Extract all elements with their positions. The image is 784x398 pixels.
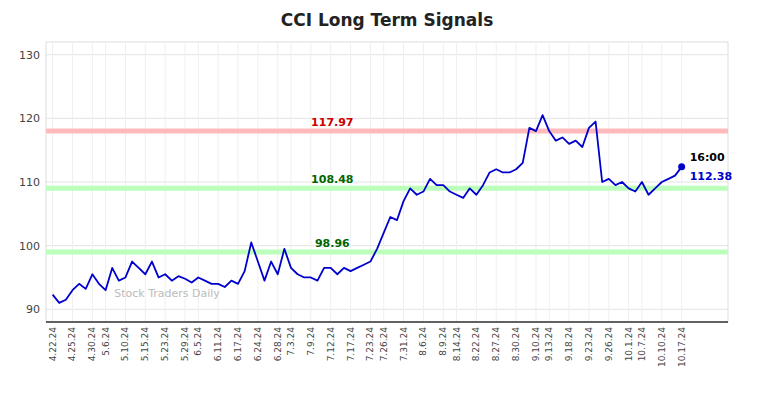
- x-grid-line: [681, 42, 682, 322]
- y-grid-line: [46, 309, 728, 310]
- x-grid-line: [443, 42, 444, 322]
- x-grid-line: [569, 42, 570, 322]
- x-tick-label: 6.11.24: [213, 327, 223, 362]
- x-grid-line: [403, 42, 404, 322]
- x-grid-line: [238, 42, 239, 322]
- x-tick-label: 8.22.24: [471, 327, 481, 362]
- x-tick-label: 6.28.24: [273, 327, 283, 362]
- x-tick-label: 10.17.24: [677, 327, 687, 367]
- x-tick-label: 8.6.24: [418, 327, 428, 356]
- y-tick-label: 90: [26, 303, 40, 316]
- y-grid-line: [46, 182, 728, 183]
- cci-line: [53, 115, 682, 303]
- x-grid-line: [535, 42, 536, 322]
- watermark: Stock Traders Daily: [114, 287, 220, 300]
- x-tick-label: 7.17.24: [346, 327, 356, 362]
- x-grid-line: [370, 42, 371, 322]
- reference-label: 108.48: [311, 173, 353, 186]
- x-tick-label: 6.17.24: [233, 327, 243, 362]
- plot-frame: [46, 42, 728, 322]
- x-tick-label: 10.10.24: [657, 327, 667, 367]
- y-tick-label: 120: [19, 112, 40, 125]
- x-grid-line: [383, 42, 384, 322]
- x-grid-line: [549, 42, 550, 322]
- x-tick-label: 7.23.24: [365, 327, 375, 362]
- plot-area: [46, 115, 728, 303]
- x-tick-label: 5.15.24: [140, 327, 150, 362]
- x-grid-line: [456, 42, 457, 322]
- x-grid-line: [476, 42, 477, 322]
- x-tick-label: 4.22.24: [48, 327, 58, 362]
- x-tick-label: 8.9.24: [438, 327, 448, 356]
- x-tick-label: 9.26.24: [604, 327, 614, 362]
- x-tick-label: 6.5.24: [193, 327, 203, 356]
- x-tick-label: 9.18.24: [564, 327, 574, 362]
- x-tick-label: 9.13.24: [544, 327, 554, 362]
- title: CCI Long Term Signals: [281, 10, 494, 30]
- x-tick-label: 5.6.24: [101, 327, 111, 356]
- chart: CCI Long Term Signals 90 100 110 120 130 4.22.…: [0, 0, 784, 398]
- x-tick-label: 7.31.24: [399, 327, 409, 362]
- x-grid-line: [588, 42, 589, 322]
- x-tick-label: 8.30.24: [511, 327, 521, 362]
- end-time-label: 16:00: [690, 151, 725, 164]
- x-tick-label: 4.30.24: [87, 327, 97, 362]
- x-grid-line: [105, 42, 106, 322]
- x-grid-line: [628, 42, 629, 322]
- x-grid-line: [608, 42, 609, 322]
- x-tick-label: 7.26.24: [379, 327, 389, 362]
- y-tick-label: 130: [19, 49, 40, 62]
- x-grid-line: [496, 42, 497, 322]
- y-grid-line: [46, 118, 728, 119]
- x-tick-label: 7.12.24: [326, 327, 336, 362]
- x-tick-label: 5.23.24: [160, 327, 170, 362]
- x-grid-line: [218, 42, 219, 322]
- reference-line: [46, 129, 728, 134]
- x-grid-line: [185, 42, 186, 322]
- x-tick-label: 8.27.24: [491, 327, 501, 362]
- x-grid-line: [125, 42, 126, 322]
- y-grid-line: [46, 54, 728, 55]
- x-grid-line: [72, 42, 73, 322]
- x-grid-line: [145, 42, 146, 322]
- x-tick-label: 5.10.24: [120, 327, 130, 362]
- end-value-label: 112.38: [690, 170, 732, 183]
- x-grid-line: [165, 42, 166, 322]
- x-grid-line: [92, 42, 93, 322]
- x-grid-line: [423, 42, 424, 322]
- x-tick-label: 9.10.24: [531, 327, 541, 362]
- x-axis-line: [46, 321, 728, 323]
- x-grid-line: [198, 42, 199, 322]
- x-tick-label: 7.3.24: [286, 327, 296, 356]
- x-tick-label: 4.25.24: [67, 327, 77, 362]
- reference-label: 117.97: [311, 116, 353, 129]
- end-point: [678, 163, 685, 170]
- reference-label: 98.96: [315, 237, 350, 250]
- x-grid-line: [516, 42, 517, 322]
- x-tick-label: 10.1.24: [624, 327, 634, 362]
- x-tick-label: 8.14.24: [452, 327, 462, 362]
- x-tick-label: 5.29.24: [180, 327, 190, 362]
- x-grid-line: [277, 42, 278, 322]
- x-grid-line: [290, 42, 291, 322]
- y-tick-label: 100: [19, 240, 40, 253]
- y-grid-line: [46, 245, 728, 246]
- x-tick-label: 6.24.24: [253, 327, 263, 362]
- reference-line: [46, 250, 728, 255]
- y-tick-label: 110: [19, 176, 40, 189]
- x-tick-label: 7.9.24: [306, 327, 316, 356]
- x-tick-label: 9.23.24: [584, 327, 594, 362]
- x-tick-label: 10.7.24: [637, 327, 647, 362]
- x-grid-line: [52, 42, 53, 322]
- x-grid-line: [257, 42, 258, 322]
